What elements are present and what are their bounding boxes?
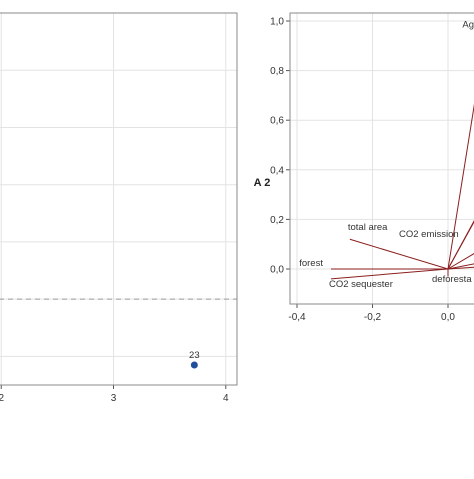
left-x-tick-label: 2 (0, 393, 4, 404)
right-y-axis-title: A 2 (254, 177, 271, 189)
right-y-tick-label: 0,0 (270, 265, 284, 276)
vector-label: Ag (462, 19, 474, 30)
right-y-tick-label: 0,2 (270, 215, 284, 226)
left-x-tick-label: 3 (111, 393, 117, 404)
loading-vector (330, 268, 449, 280)
scatter-point (190, 361, 198, 369)
right-plot-frame (289, 12, 474, 305)
right-y-tick-label: 1,0 (270, 17, 284, 28)
left-scatter-panel: 2 3 423 (0, 12, 238, 404)
loading-vector (447, 220, 474, 270)
left-x-tick-label: 4 (223, 393, 229, 404)
vector-label: CO2 sequester (329, 279, 393, 290)
vector-label: deforesta (432, 274, 472, 285)
loading-vector (447, 263, 474, 270)
left-plot-background (0, 13, 237, 385)
loading-vector (447, 253, 474, 270)
right-loading-panel: 0,0 0,2 0,4 0,6 0,8 1,0 -0,4 -0,2 0,0 A 2 forest CO… (254, 12, 474, 323)
vector-label: forest (299, 258, 323, 269)
right-plot-background (290, 13, 474, 304)
vector-label: CO2 emission (399, 229, 459, 240)
right-x-tick-label: 0,0 (441, 312, 455, 323)
loading-vector (447, 266, 474, 270)
right-x-tick-label: -0,4 (288, 312, 306, 323)
loading-vector (349, 238, 449, 270)
scatter-point-label: 23 (189, 350, 200, 361)
right-y-tick-label: 0,8 (270, 66, 284, 77)
vector-label: total area (348, 222, 388, 233)
right-y-tick-label: 0,6 (270, 116, 284, 127)
left-plot-frame (0, 12, 238, 386)
loading-vector (447, 103, 474, 270)
right-y-tick-label: 0,4 (270, 165, 284, 176)
right-x-tick-label: -0,2 (364, 312, 382, 323)
